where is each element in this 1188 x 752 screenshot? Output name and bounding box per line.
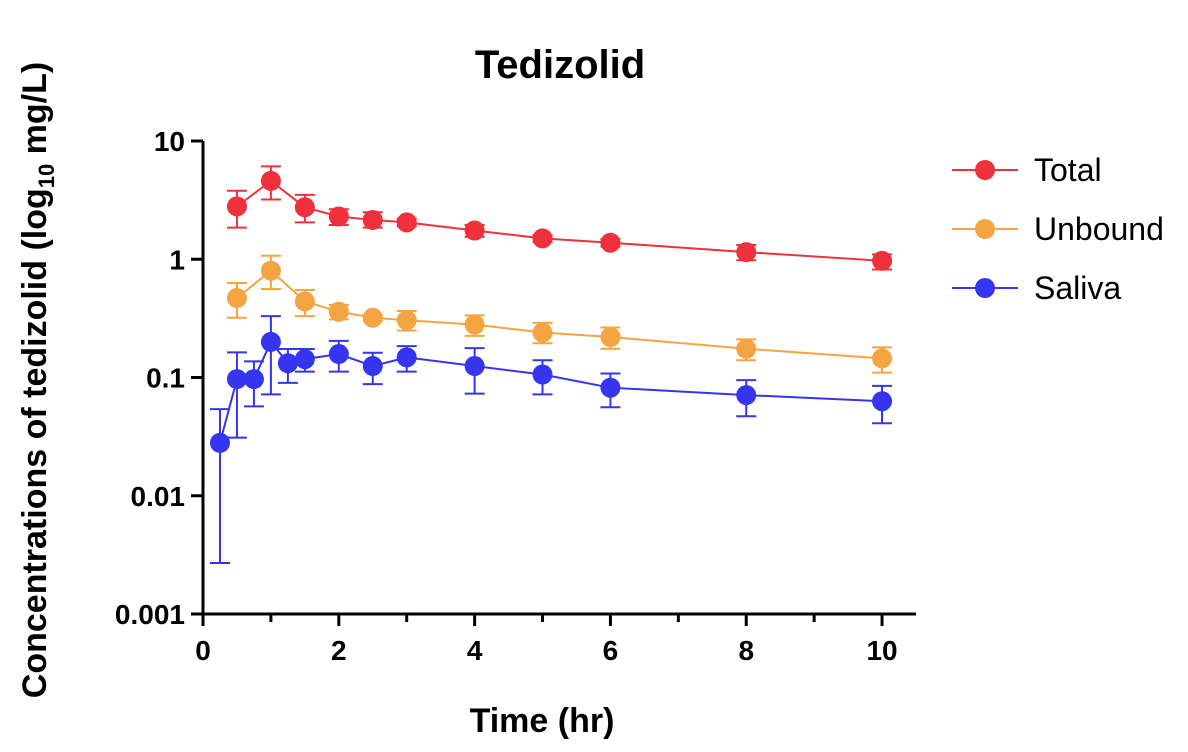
legend-label-unbound: Unbound <box>1034 211 1164 247</box>
saliva-data-point <box>226 369 247 390</box>
series-unbound <box>226 254 893 374</box>
x-tick-label: 8 <box>738 635 754 666</box>
saliva-data-point <box>600 377 621 398</box>
saliva-data-point <box>736 385 757 406</box>
unbound-data-point <box>532 322 553 343</box>
saliva-series-line <box>219 340 883 444</box>
series-saliva <box>209 315 893 564</box>
total-data-point <box>464 220 485 241</box>
total-data-point <box>532 228 553 249</box>
total-data-point <box>226 196 247 217</box>
y-tick-label: 0.1 <box>146 363 185 394</box>
legend-marker-total <box>975 160 995 180</box>
y-tick-label: 10 <box>154 126 185 157</box>
unbound-data-point <box>260 260 281 281</box>
saliva-data-point <box>464 356 485 377</box>
unbound-data-point <box>226 288 247 309</box>
total-data-point <box>600 232 621 253</box>
y-axis-label-subscript: 10 <box>34 164 59 188</box>
x-tick-label: 4 <box>467 635 483 666</box>
series-total <box>226 165 893 271</box>
total-data-point <box>396 212 417 233</box>
saliva-data-point <box>209 432 230 453</box>
y-axis-label-suffix: mg/L) <box>16 62 54 164</box>
unbound-data-point <box>600 327 621 348</box>
saliva-data-point <box>872 391 893 412</box>
unbound-data-point <box>328 301 349 322</box>
legend-marker-saliva <box>975 278 995 298</box>
unbound-data-point <box>872 348 893 369</box>
chart-title: Tedizolid <box>475 43 645 87</box>
x-tick-label: 2 <box>331 635 347 666</box>
legend-item-unbound: Unbound <box>952 211 1164 247</box>
unbound-data-point <box>294 291 315 312</box>
y-tick-label: 0.001 <box>115 599 185 630</box>
axes: 0.001 0.01 0.1 1 10 0 2 4 6 8 10 <box>115 126 916 666</box>
legend: Total Unbound Saliva <box>952 152 1164 306</box>
saliva-data-point <box>260 331 281 352</box>
saliva-data-point <box>294 349 315 370</box>
legend-item-saliva: Saliva <box>952 270 1121 306</box>
total-data-point <box>260 170 281 191</box>
unbound-data-point <box>396 310 417 331</box>
legend-label-saliva: Saliva <box>1034 270 1121 306</box>
unbound-data-point <box>736 338 757 359</box>
unbound-data-point <box>362 307 383 328</box>
saliva-data-point <box>277 353 298 374</box>
series-layer <box>209 165 893 564</box>
saliva-data-point <box>362 356 383 377</box>
total-data-point <box>328 206 349 227</box>
total-data-point <box>294 197 315 218</box>
total-data-point <box>362 209 383 230</box>
saliva-data-point <box>328 344 349 365</box>
saliva-data-point <box>532 364 553 385</box>
saliva-data-point <box>396 347 417 368</box>
y-axis-label-prefix: Concentrations of tedizolid (log <box>16 188 54 698</box>
y-tick-label: 0.01 <box>131 481 186 512</box>
x-tick-label: 0 <box>195 635 211 666</box>
y-tick-label: 1 <box>169 244 185 275</box>
legend-label-total: Total <box>1034 152 1102 188</box>
x-axis-label: Time (hr) <box>470 702 615 740</box>
total-data-point <box>736 242 757 263</box>
saliva-data-point <box>243 369 264 390</box>
y-axis-label: Concentrations of tedizolid (log10 mg/L) <box>16 62 59 698</box>
legend-item-total: Total <box>952 152 1102 188</box>
unbound-data-point <box>464 314 485 335</box>
total-data-point <box>872 250 893 271</box>
legend-marker-unbound <box>975 219 995 239</box>
x-tick-label: 6 <box>603 635 619 666</box>
x-tick-label: 10 <box>866 635 897 666</box>
